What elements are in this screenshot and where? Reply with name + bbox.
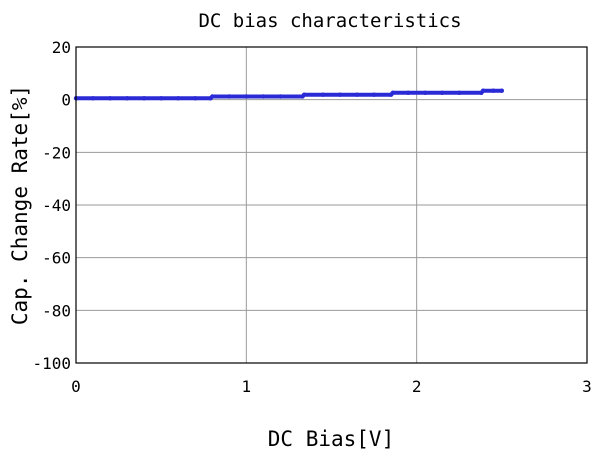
data-point (406, 90, 411, 96)
data-point (499, 88, 504, 93)
y-axis-title: Cap. Change Rate[%] (8, 85, 32, 325)
y-tick-label: -40 (42, 196, 71, 215)
data-point (390, 90, 395, 96)
data-point (176, 96, 181, 101)
data-point (90, 96, 96, 101)
x-tick-labels: 0 1 2 3 (71, 377, 592, 396)
data-point (210, 94, 215, 99)
series-layer (73, 88, 504, 101)
y-tick-label: -80 (42, 301, 71, 320)
data-point (159, 96, 164, 101)
data-point (491, 88, 496, 93)
y-tick-labels: 20 0 -20 -40 -60 -80 -100 (32, 38, 71, 373)
data-point (244, 94, 249, 99)
plot-area-frame (75, 46, 588, 364)
data-point (423, 90, 428, 96)
data-point (141, 96, 147, 101)
data-point (124, 96, 130, 101)
data-point (480, 88, 486, 93)
y-tick-label: 20 (52, 38, 71, 57)
data-point (320, 92, 326, 97)
data-point (107, 96, 113, 101)
data-point (354, 92, 360, 97)
x-tick-label: 3 (582, 377, 592, 396)
x-tick-label: 1 (242, 377, 252, 396)
data-point (302, 92, 307, 97)
data-point (227, 94, 232, 99)
chart-title: DC bias characteristics (198, 10, 461, 32)
data-point (457, 90, 462, 96)
data-point (193, 96, 198, 101)
data-point (371, 92, 377, 97)
data-point (440, 90, 445, 96)
y-tick-label: -100 (32, 354, 71, 373)
data-point (278, 94, 283, 99)
y-tick-label: 0 (61, 91, 71, 110)
data-point (337, 92, 343, 97)
y-tick-label: -60 (42, 249, 71, 268)
y-tick-label: -20 (42, 143, 71, 162)
x-tick-label: 0 (71, 377, 81, 396)
x-tick-label: 2 (412, 377, 422, 396)
x-axis-title: DC Bias[V] (268, 427, 394, 451)
data-point (261, 94, 266, 99)
series-line-0 (74, 88, 504, 101)
